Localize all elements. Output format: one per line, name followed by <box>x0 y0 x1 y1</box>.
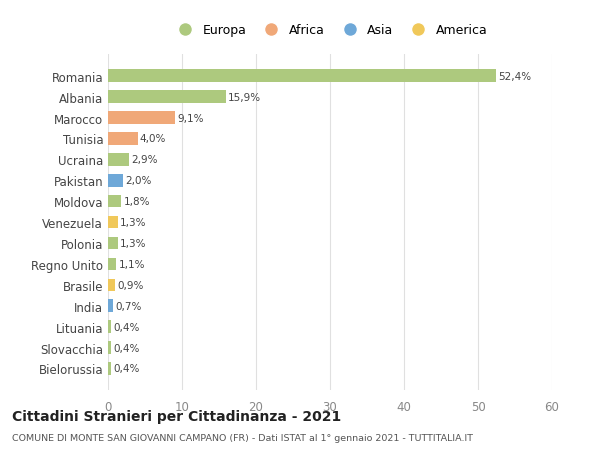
Text: 15,9%: 15,9% <box>228 92 261 102</box>
Text: 0,7%: 0,7% <box>115 301 142 311</box>
Text: 52,4%: 52,4% <box>498 72 531 82</box>
Text: 2,9%: 2,9% <box>131 155 158 165</box>
Text: 9,1%: 9,1% <box>178 113 204 123</box>
Text: 1,3%: 1,3% <box>120 218 146 228</box>
Text: Cittadini Stranieri per Cittadinanza - 2021: Cittadini Stranieri per Cittadinanza - 2… <box>12 409 341 423</box>
Bar <box>108 196 121 208</box>
Text: 0,9%: 0,9% <box>117 280 143 290</box>
Text: COMUNE DI MONTE SAN GIOVANNI CAMPANO (FR) - Dati ISTAT al 1° gennaio 2021 - TUTT: COMUNE DI MONTE SAN GIOVANNI CAMPANO (FR… <box>12 433 473 442</box>
Text: 0,4%: 0,4% <box>113 343 140 353</box>
Bar <box>108 237 118 250</box>
Bar <box>108 341 111 354</box>
Bar <box>108 154 130 166</box>
Text: 1,3%: 1,3% <box>120 239 146 248</box>
Bar <box>108 279 115 291</box>
Bar <box>108 321 111 333</box>
Text: 1,8%: 1,8% <box>124 197 150 207</box>
Text: 0,4%: 0,4% <box>113 364 140 374</box>
Text: 1,1%: 1,1% <box>118 259 145 269</box>
Text: 4,0%: 4,0% <box>140 134 166 144</box>
Bar <box>108 91 226 104</box>
Bar <box>108 216 118 229</box>
Text: 2,0%: 2,0% <box>125 176 151 186</box>
Bar <box>108 174 123 187</box>
Bar <box>108 112 175 124</box>
Bar <box>108 363 111 375</box>
Text: 0,4%: 0,4% <box>113 322 140 332</box>
Legend: Europa, Africa, Asia, America: Europa, Africa, Asia, America <box>166 18 494 43</box>
Bar <box>108 258 116 271</box>
Bar <box>108 70 496 83</box>
Bar <box>108 300 113 312</box>
Bar <box>108 133 137 146</box>
